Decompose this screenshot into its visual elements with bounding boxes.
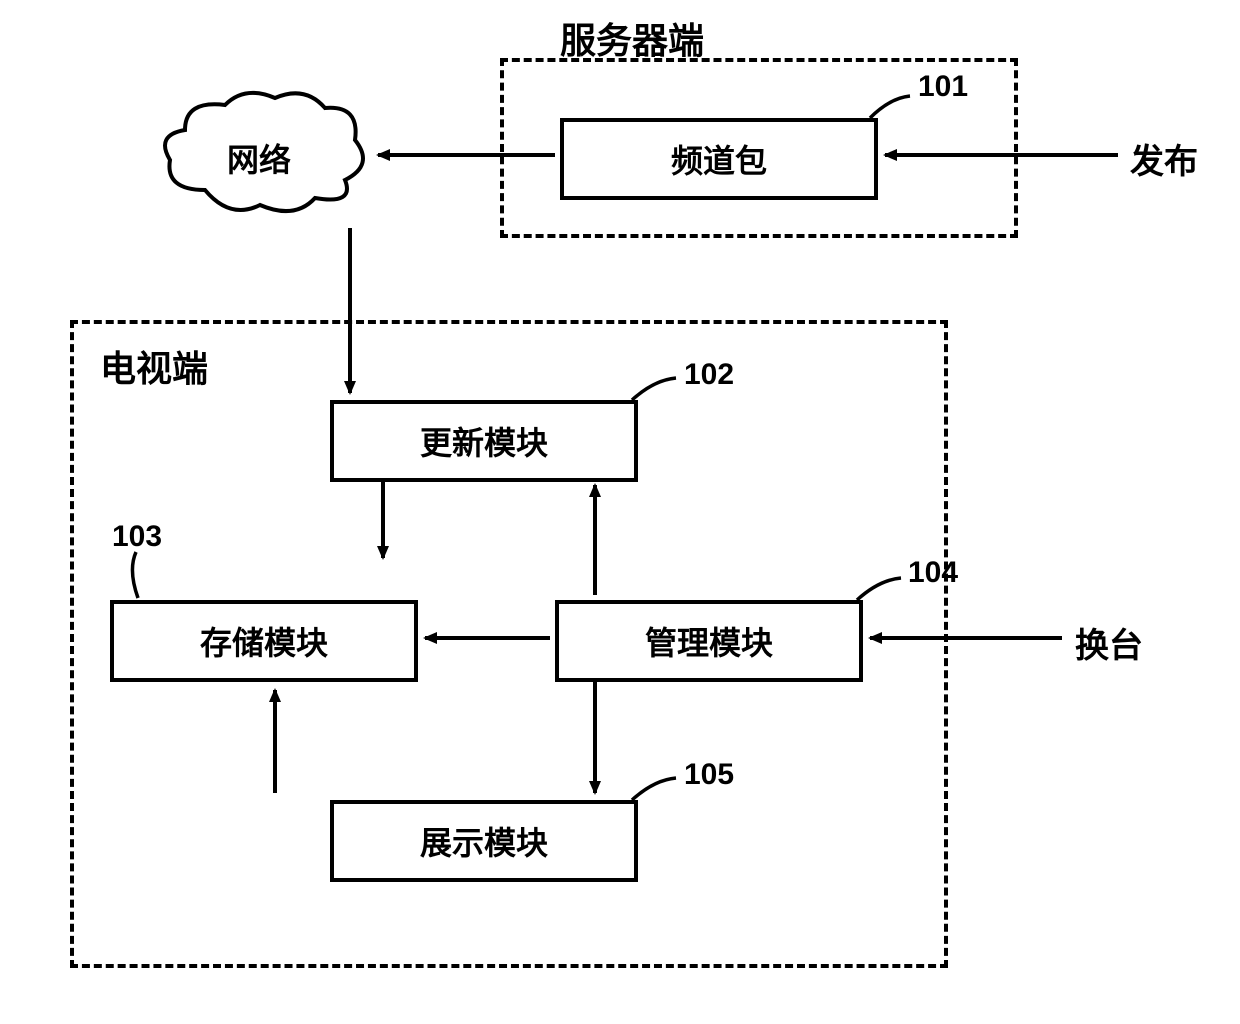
box-storage-label: 存储模块 xyxy=(200,618,328,664)
ref-102: 102 xyxy=(684,358,734,392)
group-server-title: 服务器端 xyxy=(560,12,704,64)
box-channel-pkg: 频道包 xyxy=(560,118,878,200)
ext-publish: 发布 xyxy=(1130,134,1198,183)
cloud-label: 网络 xyxy=(227,135,291,181)
box-storage: 存储模块 xyxy=(110,600,418,682)
box-display: 展示模块 xyxy=(330,800,638,882)
box-display-label: 展示模块 xyxy=(420,818,548,864)
ref-103: 103 xyxy=(112,520,162,554)
ref-101: 101 xyxy=(918,70,968,104)
ref-104: 104 xyxy=(908,556,958,590)
group-tv-title: 电视端 xyxy=(100,340,208,392)
cloud-network: 网络 xyxy=(155,80,370,225)
box-update-label: 更新模块 xyxy=(420,418,548,464)
ext-switch: 换台 xyxy=(1075,618,1143,667)
box-manage-label: 管理模块 xyxy=(645,618,773,664)
box-update: 更新模块 xyxy=(330,400,638,482)
box-manage: 管理模块 xyxy=(555,600,863,682)
box-channel-pkg-label: 频道包 xyxy=(671,136,767,182)
ref-105: 105 xyxy=(684,758,734,792)
diagram-canvas: 服务器端 电视端 网络 频道包 更新模块 存储模块 管理模块 展示模块 101 … xyxy=(0,0,1240,1024)
